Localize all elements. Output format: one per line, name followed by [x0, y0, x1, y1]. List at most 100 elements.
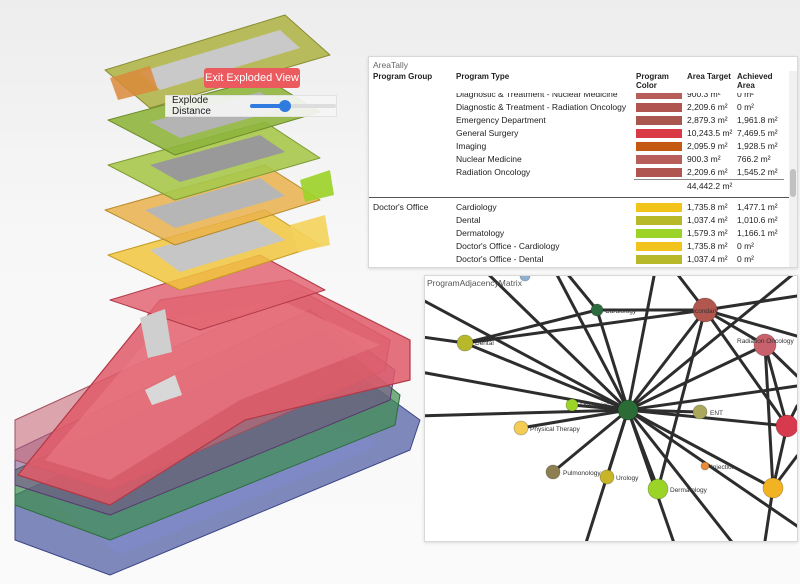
- adjacency-edge: [626, 276, 794, 412]
- group-divider: [369, 197, 789, 198]
- row-color-swatch: [636, 103, 682, 112]
- row-target: 2,209.6 m²: [687, 102, 728, 112]
- table-row[interactable]: Dental 1,037.4 m² 1,010.6 m²: [369, 214, 789, 227]
- row-color-swatch: [636, 255, 682, 264]
- row-target: 1,037.4 m²: [687, 254, 728, 264]
- table-row[interactable]: Diagnostic & Treatment - Nuclear Medicin…: [369, 88, 789, 101]
- table-row[interactable]: Dermatology 1,579.3 m² 1,166.1 m²: [369, 227, 789, 240]
- row-target: 900.3 m²: [687, 154, 721, 164]
- row-target: 900.3 m²: [687, 89, 721, 99]
- row-color-swatch: [636, 229, 682, 238]
- adjacency-edge: [626, 408, 675, 541]
- row-color-swatch: [636, 203, 682, 212]
- table-row[interactable]: Nuclear Medicine 900.3 m² 766.2 m²: [369, 153, 789, 166]
- row-target: 2,209.6 m²: [687, 167, 728, 177]
- node-pulm[interactable]: [545, 464, 561, 480]
- row-type: Doctor's Office - Cardiology: [456, 241, 560, 251]
- table-row[interactable]: General Surgery 10,243.5 m² 7,469.5 m²: [369, 127, 789, 140]
- node-label-injection: Injection: [711, 464, 736, 471]
- node-injection[interactable]: [700, 461, 710, 471]
- row-type: Dental: [456, 215, 481, 225]
- col-area-target[interactable]: Area Target: [687, 72, 731, 81]
- scrollbar-thumb[interactable]: [790, 169, 796, 197]
- row-group: Doctor's Office: [373, 202, 429, 212]
- adjacency-edge: [626, 276, 656, 412]
- explode-distance-slider[interactable]: [250, 100, 336, 112]
- total-divider: [634, 179, 784, 180]
- node-yellow_right[interactable]: [762, 477, 784, 499]
- slider-thumb[interactable]: [278, 100, 291, 112]
- col-achieved-line2: Area: [737, 81, 755, 90]
- node-label-ob: Obstetrics: [580, 402, 610, 409]
- adjacency-edge: [656, 308, 707, 491]
- adjacency-edge: [487, 276, 630, 412]
- node-ent[interactable]: [692, 404, 708, 420]
- node-dental[interactable]: [456, 334, 474, 352]
- col-program-group[interactable]: Program Group: [373, 72, 433, 81]
- node-radonc[interactable]: [753, 333, 777, 357]
- row-target: 2,879.3 m²: [687, 115, 728, 125]
- table-row[interactable]: Diagnostic & Treatment - Radiation Oncol…: [369, 101, 789, 114]
- row-color-swatch: [636, 242, 682, 251]
- row-type: Dermatology: [456, 228, 505, 238]
- adjacency-edge: [463, 308, 707, 345]
- table-row[interactable]: Emergency Department 2,879.3 m² 1,961.8 m²: [369, 114, 789, 127]
- adjacency-edge: [595, 308, 630, 412]
- row-target: 2,095.9 m²: [687, 141, 728, 151]
- col-achieved-area[interactable]: Achieved Area: [737, 72, 773, 90]
- table-row[interactable]: Doctor's Office - Cardiology 1,735.8 m² 0 …: [369, 240, 789, 253]
- row-color-swatch: [636, 116, 682, 125]
- adjacency-edge: [519, 408, 630, 430]
- row-target: 1,735.8 m²: [687, 202, 728, 212]
- row-achieved: 1,010.6 m²: [737, 215, 778, 225]
- adjacency-edge: [425, 335, 467, 345]
- table-row[interactable]: Doctor's Office Cardiology 1,735.8 m² 1,477…: [369, 201, 789, 214]
- node-pt[interactable]: [513, 420, 529, 436]
- explode-distance-control: Explode Distance: [165, 95, 337, 117]
- node-ob[interactable]: [565, 398, 579, 412]
- row-color-swatch: [636, 168, 682, 177]
- node-derm[interactable]: [647, 478, 669, 500]
- area-tally-table[interactable]: Diagnostic & Treatment - ImagingDiagnost…: [369, 79, 789, 267]
- node-label-pharmacy: Pharmacy: [640, 408, 670, 415]
- adjacency-edge: [425, 299, 630, 412]
- row-achieved: 7,469.5 m²: [737, 128, 778, 138]
- node-top_blue[interactable]: [519, 276, 531, 282]
- row-target: 1,037.4 m²: [687, 215, 728, 225]
- adjacency-edge: [703, 308, 797, 338]
- table-row[interactable]: Imaging 2,095.9 m² 1,928.5 m²: [369, 140, 789, 153]
- table-row[interactable]: Radiation Oncology 2,209.6 m² 1,545.2 m²: [369, 166, 789, 179]
- adjacency-graph[interactable]: Dental Cardiology Secondary Radiation Oncol…: [425, 276, 797, 541]
- node-urology[interactable]: [599, 469, 615, 485]
- row-achieved: 0 m²: [737, 102, 754, 112]
- adjacency-edge: [463, 308, 599, 345]
- col-program-color[interactable]: Program Color: [636, 72, 669, 90]
- adjacency-edge: [567, 276, 599, 312]
- row-target: 1,735.8 m²: [687, 241, 728, 251]
- exit-exploded-view-button[interactable]: Exit Exploded View: [204, 68, 300, 88]
- node-secondary[interactable]: [692, 297, 718, 323]
- row-type: Diagnostic & Treatment - Nuclear Medicin…: [456, 89, 618, 99]
- row-color-swatch: [636, 129, 682, 138]
- adjacency-edge: [463, 341, 630, 412]
- row-color-swatch: [636, 216, 682, 225]
- table-scrollbar[interactable]: [789, 71, 797, 267]
- node-cardio_top[interactable]: [590, 303, 604, 317]
- table-row[interactable]: Doctor's Office - Dental 1,037.4 m² 0 m²: [369, 253, 789, 266]
- col-program-type[interactable]: Program Type: [456, 72, 510, 81]
- graph-edges: [425, 276, 797, 541]
- adjacency-edge: [626, 408, 702, 414]
- explode-distance-label: Explode Distance: [172, 95, 211, 117]
- node-red_right[interactable]: [775, 414, 797, 438]
- adjacency-edge: [626, 308, 707, 412]
- area-tally-header: Program Group Program Type Program Color …: [369, 71, 789, 93]
- node-pharmacy[interactable]: [617, 399, 639, 421]
- adjacency-edge: [555, 276, 630, 412]
- row-achieved: 1,961.8 m²: [737, 115, 778, 125]
- row-achieved: 0 m²: [737, 254, 754, 264]
- row-achieved: 1,477.1 m²: [737, 202, 778, 212]
- row-achieved: 1,545.2 m²: [737, 167, 778, 177]
- adjacency-edge: [551, 408, 630, 474]
